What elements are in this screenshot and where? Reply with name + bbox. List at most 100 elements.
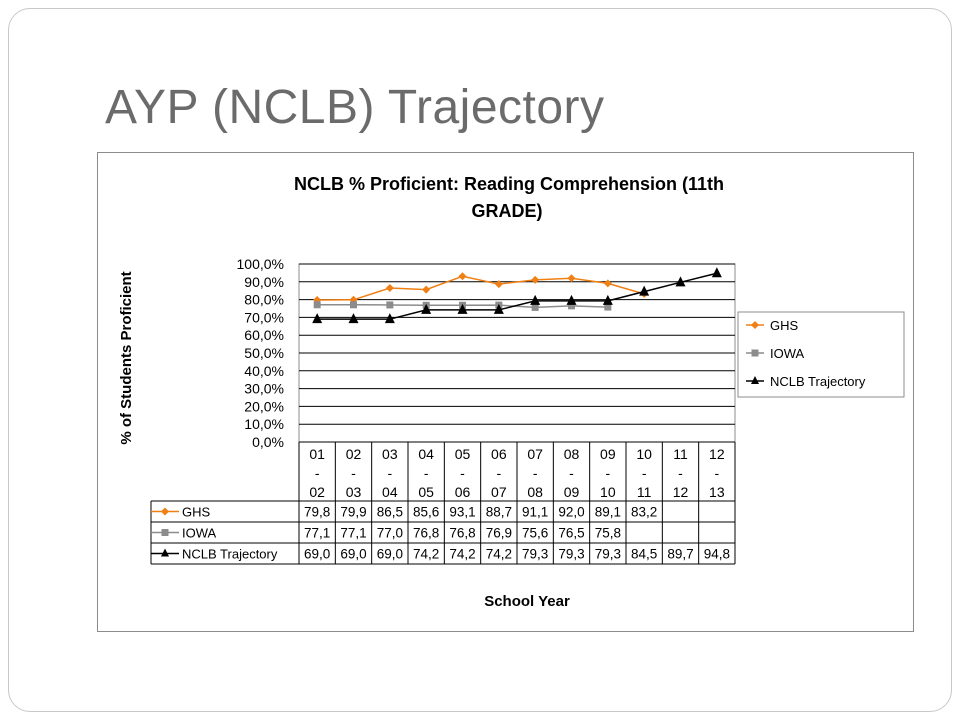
y-tick-label: 20,0%	[244, 398, 284, 414]
x-tick-label: 11	[673, 446, 688, 462]
data-point	[711, 267, 722, 278]
x-tick-label: 07	[491, 484, 507, 500]
table-cell-value: 92,0	[558, 505, 584, 520]
data-point	[639, 285, 650, 296]
x-tick-label: 05	[418, 484, 434, 500]
x-tick-label: 13	[709, 484, 725, 500]
data-point	[531, 275, 540, 284]
table-series-name: IOWA	[182, 526, 217, 541]
table-cell-value: 89,7	[667, 547, 693, 562]
table-cell-value: 88,7	[486, 505, 512, 520]
x-tick-label: 04	[418, 446, 434, 462]
table-cell-value: 74,2	[486, 547, 512, 562]
data-point	[422, 285, 431, 294]
chart-title-line-1: NCLB % Proficient: Reading Comprehension…	[294, 174, 724, 194]
table-cell-value: 76,8	[449, 526, 475, 541]
legend-label: GHS	[770, 318, 799, 333]
table-cell-value: 79,3	[558, 547, 584, 562]
legend-label: NCLB Trajectory	[770, 374, 866, 389]
data-point	[457, 303, 468, 314]
data-point	[567, 274, 576, 283]
table-cell-value: 77,1	[340, 526, 366, 541]
x-tick-label: -	[496, 465, 501, 481]
x-tick-label: 06	[455, 484, 471, 500]
x-tick-label: 09	[564, 484, 580, 500]
table-cell-value: 74,2	[449, 547, 475, 562]
data-point	[530, 294, 541, 305]
data-point	[348, 313, 359, 324]
x-tick-label: 06	[491, 446, 507, 462]
table-cell-value: 91,1	[522, 505, 548, 520]
chart-container: NCLB % Proficient: Reading Comprehension…	[97, 152, 914, 632]
x-tick-label: 12	[709, 446, 725, 462]
x-tick-label: 05	[455, 446, 471, 462]
x-tick-label: 10	[600, 484, 616, 500]
legend-box	[737, 311, 905, 398]
x-tick-label: 08	[527, 484, 543, 500]
legend-key-marker	[751, 321, 759, 329]
table-cell-value: 69,0	[377, 547, 403, 562]
table-series-name: NCLB Trajectory	[182, 547, 278, 562]
x-tick-label: 08	[564, 446, 580, 462]
y-tick-label: 30,0%	[244, 381, 284, 397]
table-cell-value: 84,5	[631, 547, 657, 562]
y-tick-label: 60,0%	[244, 327, 284, 343]
x-tick-label: -	[424, 465, 429, 481]
x-tick-label: -	[714, 465, 719, 481]
data-point	[458, 272, 467, 281]
x-tick-label: -	[387, 465, 392, 481]
x-tick-label: -	[569, 465, 574, 481]
table-cell-value: 93,1	[449, 505, 475, 520]
data-point	[493, 303, 504, 314]
legend-label: IOWA	[770, 346, 805, 361]
data-point	[385, 284, 394, 293]
table-cell-value: 77,0	[377, 526, 403, 541]
data-point	[312, 313, 323, 324]
x-tick-label: -	[678, 465, 683, 481]
y-tick-label: 100,0%	[237, 256, 284, 272]
slide-title: AYP (NCLB) Trajectory	[105, 81, 605, 134]
data-point	[421, 303, 432, 314]
data-point	[604, 303, 612, 311]
x-tick-label: -	[460, 465, 465, 481]
data-point	[384, 313, 395, 324]
y-tick-label: 50,0%	[244, 345, 284, 361]
legend-key-marker	[751, 349, 759, 357]
table-cell-value: 94,8	[704, 547, 730, 562]
y-tick-label: 40,0%	[244, 363, 284, 379]
table-key-marker	[161, 548, 169, 557]
table-cell-value: 89,1	[595, 505, 621, 520]
y-tick-label: 90,0%	[244, 274, 284, 290]
series-line	[317, 272, 718, 320]
table-key-marker	[161, 529, 169, 536]
x-tick-label: 11	[637, 484, 652, 500]
table-cell-value: 75,6	[522, 526, 548, 541]
data-point	[531, 303, 539, 311]
data-point	[568, 302, 575, 310]
data-point	[675, 276, 686, 287]
y-tick-label: 70,0%	[244, 309, 284, 325]
data-point	[350, 301, 357, 309]
table-cell-value: 76,9	[486, 526, 512, 541]
x-tick-label: -	[315, 465, 320, 481]
table-cell-value: 79,3	[522, 547, 548, 562]
table-cell-value: 69,0	[340, 547, 366, 562]
table-cell-value: 83,2	[631, 505, 657, 520]
x-tick-label: 02	[309, 484, 325, 500]
table-series-name: GHS	[182, 505, 211, 520]
x-tick-label: -	[642, 465, 647, 481]
table-cell-value: 69,0	[304, 547, 330, 562]
data-point	[494, 280, 503, 289]
table-cell-value: 86,5	[377, 505, 403, 520]
x-tick-label: 01	[309, 446, 325, 462]
table-cell-value: 79,9	[340, 505, 366, 520]
data-point	[566, 294, 577, 305]
table-cell-value: 76,5	[558, 526, 584, 541]
table-cell-value: 79,8	[304, 505, 330, 520]
x-tick-label: 10	[636, 446, 652, 462]
data-point	[313, 301, 321, 309]
table-cell-value: 75,8	[595, 526, 621, 541]
table-cell-value: 76,8	[413, 526, 439, 541]
table-cell-value: 77,1	[304, 526, 330, 541]
series-line	[317, 275, 645, 301]
